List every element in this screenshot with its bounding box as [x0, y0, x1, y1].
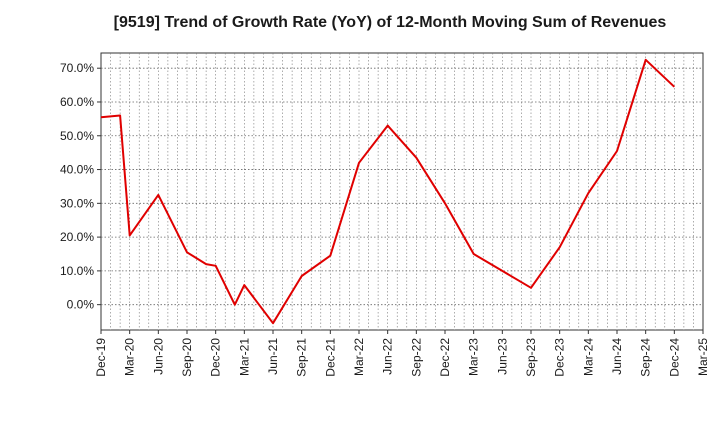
x-tick-label: Mar-23 — [467, 338, 481, 376]
axes-layer: 0.0% 10.0% 20.0% 30.0% 40.0% 50.0% 60.0% 70.0% D… — [60, 61, 710, 377]
y-tick-label: 30.0% — [60, 196, 94, 210]
grid-layer — [100, 52, 704, 331]
x-tick-label: Mar-20 — [123, 338, 137, 376]
x-tick-label: Mar-24 — [581, 338, 595, 376]
y-tick-label: 40.0% — [60, 163, 94, 177]
x-tick-label: Sep-21 — [295, 338, 309, 377]
y-tick-label: 70.0% — [60, 61, 94, 75]
chart-title: [9519] Trend of Growth Rate (YoY) of 12-… — [113, 14, 667, 31]
y-tick-label: 10.0% — [60, 264, 94, 278]
series-line — [100, 58, 675, 325]
x-tick-label: Jun-24 — [610, 338, 624, 375]
x-tick-label: Dec-23 — [553, 338, 567, 377]
series-layer — [100, 58, 675, 325]
y-tick-label: 60.0% — [60, 95, 94, 109]
x-tick-label: Dec-19 — [94, 338, 108, 377]
y-tick-label: 0.0% — [67, 298, 95, 312]
x-tick-label: Sep-24 — [639, 338, 653, 377]
x-tick-label: Jun-22 — [381, 338, 395, 375]
plot-frame — [100, 52, 704, 331]
x-tick-label: Dec-20 — [209, 338, 223, 377]
x-tick-label: Sep-23 — [524, 338, 538, 377]
y-tick-label: 50.0% — [60, 129, 94, 143]
x-tick-label: Sep-20 — [180, 338, 194, 377]
x-tick-label: Mar-21 — [237, 338, 251, 376]
x-tick-label: Jun-23 — [495, 338, 509, 375]
x-tick-label: Dec-24 — [667, 338, 681, 377]
x-tick-label: Sep-22 — [409, 338, 423, 377]
x-tick-label: Dec-22 — [438, 338, 452, 377]
x-tick-label: Mar-25 — [696, 338, 710, 376]
x-tick-label: Dec-21 — [323, 338, 337, 377]
x-tick-label: Jun-21 — [266, 338, 280, 375]
x-tick-label: Mar-22 — [352, 338, 366, 376]
x-tick-label: Jun-20 — [151, 338, 165, 375]
y-tick-label: 20.0% — [60, 230, 94, 244]
